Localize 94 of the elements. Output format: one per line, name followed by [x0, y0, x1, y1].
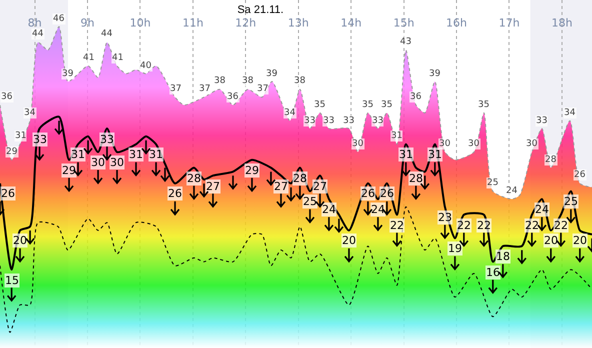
data-label: 24 [371, 203, 385, 216]
data-label: 38 [214, 76, 226, 86]
x-tick-label: 12h [235, 16, 256, 30]
data-label: 37 [170, 84, 182, 94]
data-label: 31 [15, 131, 26, 141]
data-label: 22 [390, 219, 404, 232]
data-label: 26 [574, 170, 586, 180]
data-label: 36 [410, 92, 422, 102]
data-label: 26 [380, 187, 394, 200]
data-label: 29 [62, 164, 76, 177]
data-label: 15 [5, 274, 19, 287]
data-label: 33 [100, 133, 114, 146]
data-label: 33 [372, 116, 384, 126]
data-label: 35 [362, 100, 374, 110]
data-label: 29 [6, 147, 18, 157]
data-label: 20 [13, 234, 27, 247]
data-label: 39 [266, 69, 278, 79]
data-label: 24 [322, 203, 336, 216]
x-tick-label: 17h [498, 16, 520, 30]
data-label: 28 [293, 172, 307, 185]
data-label: 41 [112, 53, 124, 63]
data-label: 18 [496, 250, 510, 263]
data-label: 36 [1, 92, 13, 102]
data-label: 29 [245, 164, 259, 177]
data-label: 33 [343, 116, 354, 126]
data-label: 34 [24, 108, 36, 118]
data-label: 31 [399, 148, 413, 161]
data-label: 27 [206, 180, 220, 193]
data-label: 30 [468, 139, 480, 149]
x-tick-label: 11h [182, 16, 204, 30]
data-label: 30 [352, 139, 364, 149]
data-label: 28 [187, 172, 201, 185]
data-label: 22 [554, 219, 568, 232]
data-label: 43 [400, 37, 412, 47]
data-label: 35 [381, 100, 392, 110]
data-label: 39 [429, 69, 441, 79]
chart-title: Sa 21.11. [237, 4, 284, 16]
data-label: 31 [71, 148, 85, 161]
data-label: 16 [486, 266, 500, 279]
data-label: 26 [1, 187, 15, 200]
data-label: 19 [448, 242, 462, 255]
data-label: 33 [536, 116, 548, 126]
data-label: 40 [140, 61, 152, 71]
data-label: 36 [227, 92, 239, 102]
data-label: 37 [199, 84, 210, 94]
data-label: 30 [91, 156, 105, 169]
data-label: 27 [274, 180, 288, 193]
data-label: 23 [438, 211, 452, 224]
data-label: 25 [487, 178, 498, 188]
data-label: 20 [342, 234, 356, 247]
x-tick-label: 15h [393, 16, 414, 30]
x-tick-label: 16h [446, 16, 468, 30]
data-label: 28 [409, 172, 423, 185]
data-label: 22 [477, 219, 491, 232]
data-label: 30 [526, 139, 538, 149]
data-label: 34 [284, 108, 296, 118]
data-label: 35 [314, 100, 326, 110]
data-label: 38 [294, 76, 306, 86]
data-label: 44 [32, 29, 44, 39]
data-label: 20 [544, 234, 558, 247]
data-label: 31 [129, 148, 143, 161]
data-label: 24 [506, 186, 518, 196]
data-label: 46 [53, 14, 65, 24]
data-label: 38 [242, 76, 254, 86]
x-tick-label: 9h [80, 16, 95, 30]
data-label: 35 [478, 100, 490, 110]
data-label: 20 [573, 234, 587, 247]
data-label: 24 [535, 203, 549, 216]
data-label: 26 [361, 187, 375, 200]
x-tick-label: 8h [28, 16, 42, 30]
data-label: 31 [149, 148, 163, 161]
data-label: 33 [304, 116, 316, 126]
data-label: 30 [439, 139, 451, 149]
x-tick-label: 18h [551, 16, 572, 30]
data-label: 31 [428, 148, 442, 161]
data-label: 28 [545, 155, 557, 165]
x-tick-label: 14h [340, 16, 362, 30]
data-label: 26 [168, 187, 182, 200]
x-tick-label: 10h [130, 16, 151, 30]
data-label: 27 [313, 180, 327, 193]
data-label: 30 [110, 156, 124, 169]
data-label: 39 [62, 69, 74, 79]
data-label: 37 [257, 84, 268, 94]
x-tick-label: 13h [288, 16, 309, 30]
data-label: 33 [323, 116, 334, 126]
data-label: 41 [83, 53, 94, 63]
data-label: 34 [564, 108, 576, 118]
data-label: 31 [391, 131, 402, 141]
data-label: 25 [303, 195, 317, 208]
data-label: 22 [525, 219, 539, 232]
data-label: 25 [564, 195, 578, 208]
data-label: 33 [33, 133, 47, 146]
data-label: 22 [457, 219, 471, 232]
data-label: 44 [101, 29, 113, 39]
